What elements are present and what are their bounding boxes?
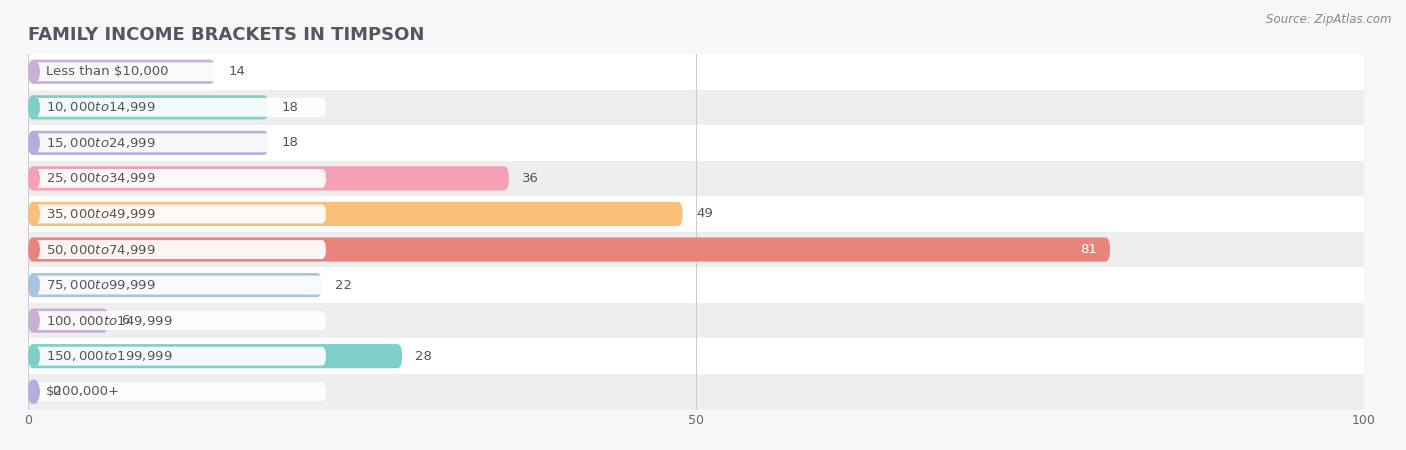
Circle shape [32,134,39,152]
FancyBboxPatch shape [32,63,326,81]
FancyBboxPatch shape [28,238,1111,261]
Text: 81: 81 [1080,243,1097,256]
FancyBboxPatch shape [28,202,683,226]
Bar [28,54,1364,90]
Bar [28,125,1364,161]
FancyBboxPatch shape [32,98,326,117]
FancyBboxPatch shape [32,382,326,401]
Bar [28,303,1364,338]
Bar [28,232,1364,267]
FancyBboxPatch shape [28,95,269,119]
Circle shape [32,240,39,259]
FancyBboxPatch shape [28,131,269,155]
Text: $150,000 to $199,999: $150,000 to $199,999 [46,349,173,363]
FancyBboxPatch shape [32,311,326,330]
Bar [28,374,1364,410]
FancyBboxPatch shape [32,134,326,152]
FancyBboxPatch shape [32,240,326,259]
Text: 49: 49 [696,207,713,220]
FancyBboxPatch shape [28,309,108,333]
Circle shape [32,98,39,117]
Text: FAMILY INCOME BRACKETS IN TIMPSON: FAMILY INCOME BRACKETS IN TIMPSON [28,26,425,44]
Circle shape [32,382,39,401]
Bar [28,338,1364,374]
FancyBboxPatch shape [32,347,326,365]
Text: $10,000 to $14,999: $10,000 to $14,999 [46,100,156,114]
Text: 28: 28 [416,350,433,363]
Text: $200,000+: $200,000+ [46,385,120,398]
Bar [28,90,1364,125]
Bar [28,161,1364,196]
FancyBboxPatch shape [32,276,326,294]
Text: $25,000 to $34,999: $25,000 to $34,999 [46,171,156,185]
Circle shape [32,205,39,223]
FancyBboxPatch shape [28,166,509,190]
Text: 6: 6 [122,314,129,327]
FancyBboxPatch shape [32,205,326,223]
FancyBboxPatch shape [28,344,402,368]
FancyBboxPatch shape [32,169,326,188]
FancyBboxPatch shape [28,60,215,84]
Circle shape [32,347,39,365]
FancyBboxPatch shape [28,380,39,404]
Text: 14: 14 [229,65,246,78]
Bar [28,267,1364,303]
Text: 36: 36 [523,172,540,185]
Text: $100,000 to $149,999: $100,000 to $149,999 [46,314,173,328]
Text: Source: ZipAtlas.com: Source: ZipAtlas.com [1267,14,1392,27]
Text: $50,000 to $74,999: $50,000 to $74,999 [46,243,156,256]
Circle shape [32,311,39,330]
Text: 22: 22 [336,279,353,292]
Text: 0: 0 [52,385,60,398]
Text: Less than $10,000: Less than $10,000 [46,65,169,78]
Text: $15,000 to $24,999: $15,000 to $24,999 [46,136,156,150]
Text: $35,000 to $49,999: $35,000 to $49,999 [46,207,156,221]
Text: 18: 18 [281,136,299,149]
FancyBboxPatch shape [28,273,322,297]
Text: $75,000 to $99,999: $75,000 to $99,999 [46,278,156,292]
Circle shape [32,63,39,81]
Bar [28,196,1364,232]
Text: 18: 18 [281,101,299,114]
Circle shape [32,169,39,188]
Circle shape [32,276,39,294]
